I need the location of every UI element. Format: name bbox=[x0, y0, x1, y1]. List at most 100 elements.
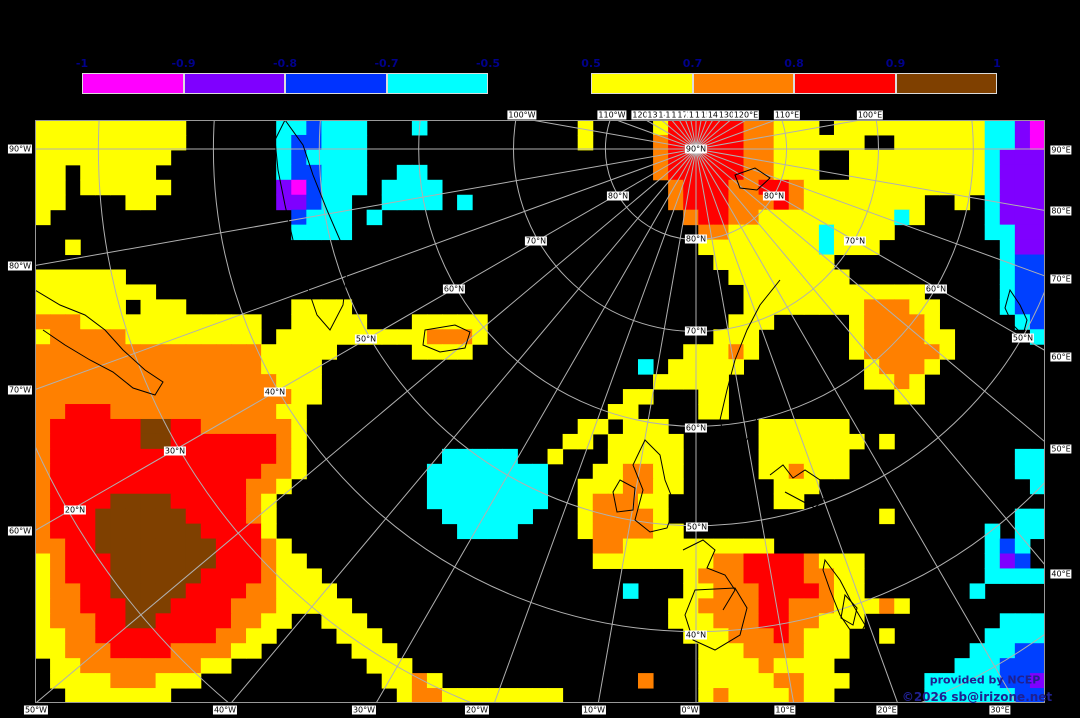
map-data-cell bbox=[321, 314, 337, 330]
map-data-cell bbox=[668, 598, 684, 614]
map-data-cell bbox=[502, 493, 518, 510]
map-data-cell bbox=[502, 478, 518, 495]
map-data-cell bbox=[999, 688, 1016, 703]
meridian-line bbox=[35, 148, 697, 703]
map-data-cell bbox=[65, 120, 81, 136]
map-data-cell bbox=[140, 508, 157, 525]
map-data-cell bbox=[65, 269, 81, 285]
map-data-cell bbox=[1029, 164, 1045, 181]
map-data-cell bbox=[230, 314, 247, 330]
map-data-cell bbox=[849, 120, 865, 136]
map-data-cell bbox=[1014, 239, 1031, 256]
map-data-cell bbox=[246, 374, 262, 390]
map-data-cell bbox=[50, 478, 66, 495]
map-data-cell bbox=[1029, 643, 1045, 659]
map-data-cell bbox=[411, 344, 428, 360]
map-data-cell bbox=[291, 404, 307, 420]
meridian-line bbox=[695, 148, 899, 703]
map-data-cell bbox=[110, 374, 126, 390]
map-data-cell bbox=[306, 389, 322, 405]
map-data-cell bbox=[1014, 164, 1031, 181]
map-data-cell bbox=[321, 134, 337, 151]
map-data-cell bbox=[261, 374, 277, 390]
map-data-cell bbox=[939, 134, 956, 151]
map-data-cell bbox=[336, 149, 353, 166]
map-data-cell bbox=[291, 224, 307, 241]
map-data-cell bbox=[683, 209, 699, 226]
map-data-cell bbox=[698, 553, 714, 569]
map-data-cell bbox=[291, 418, 307, 435]
map-data-cell bbox=[215, 583, 232, 599]
map-data-cell bbox=[321, 344, 337, 360]
map-data-cell bbox=[818, 194, 835, 211]
map-data-cell bbox=[653, 418, 669, 435]
map-canvas bbox=[35, 120, 1045, 703]
map-data-cell bbox=[140, 389, 157, 405]
map-data-cell bbox=[743, 134, 760, 151]
map-data-cell bbox=[276, 404, 292, 420]
map-data-cell bbox=[95, 284, 111, 300]
graticule-label-left: 80°W bbox=[7, 261, 33, 271]
map-data-cell bbox=[969, 643, 986, 659]
data-cells bbox=[35, 120, 1045, 703]
map-data-cell bbox=[1029, 269, 1045, 285]
map-data-cell bbox=[170, 673, 187, 689]
map-data-cell bbox=[698, 404, 714, 420]
meridian-line bbox=[695, 148, 1045, 443]
map-data-cell bbox=[50, 120, 66, 136]
map-data-cell bbox=[833, 134, 850, 151]
map-data-cell bbox=[803, 688, 820, 703]
map-data-cell bbox=[291, 314, 307, 330]
map-data-cell bbox=[698, 568, 714, 584]
map-data-cell bbox=[336, 598, 353, 614]
map-data-cell bbox=[306, 344, 322, 360]
map-data-cell bbox=[743, 284, 760, 300]
map-data-cell bbox=[773, 478, 790, 495]
map-data-cell bbox=[577, 120, 594, 136]
map-data-cell bbox=[35, 463, 51, 480]
map-data-cell bbox=[999, 164, 1016, 181]
map-data-cell bbox=[984, 149, 1001, 166]
map-data-cell bbox=[653, 508, 669, 525]
map-data-cell bbox=[668, 359, 684, 375]
map-data-cell bbox=[276, 329, 292, 345]
map-data-cell bbox=[200, 478, 217, 495]
map-data-cell bbox=[140, 149, 157, 166]
map-data-cell bbox=[140, 448, 157, 465]
map-data-cell bbox=[140, 433, 157, 450]
map-data-cell bbox=[728, 359, 744, 375]
map-data-cell bbox=[185, 463, 202, 480]
map-data-cell bbox=[291, 553, 307, 569]
map-data-cell bbox=[200, 359, 217, 375]
map-data-cell bbox=[215, 314, 232, 330]
map-data-cell bbox=[607, 448, 624, 465]
map-data-cell bbox=[803, 179, 820, 196]
map-data-cell bbox=[65, 478, 81, 495]
map-data-cell bbox=[924, 344, 940, 360]
map-data-cell bbox=[442, 329, 458, 345]
map-data-cell bbox=[773, 179, 790, 196]
map-data-cell bbox=[95, 493, 111, 510]
map-data-cell bbox=[140, 613, 157, 629]
map-data-cell bbox=[170, 598, 187, 614]
map-data-cell bbox=[396, 329, 413, 345]
map-data-cell bbox=[351, 628, 368, 644]
map-data-cell bbox=[125, 314, 142, 330]
map-data-cell bbox=[879, 314, 895, 330]
map-data-cell bbox=[879, 194, 895, 211]
map-data-cell bbox=[426, 179, 443, 196]
map-data-cell bbox=[230, 329, 247, 345]
map-data-cell bbox=[65, 389, 81, 405]
map-data-cell bbox=[758, 284, 775, 300]
colorbar-segment bbox=[285, 73, 387, 94]
map-data-cell bbox=[351, 149, 368, 166]
map-data-cell bbox=[200, 568, 217, 584]
map-data-cell bbox=[291, 149, 307, 166]
map-data-cell bbox=[215, 448, 232, 465]
map-data-cell bbox=[758, 314, 775, 330]
map-data-cell bbox=[155, 359, 172, 375]
map-data-cell bbox=[442, 478, 458, 495]
map-data-cell bbox=[50, 134, 66, 151]
map-data-cell bbox=[65, 688, 81, 703]
map-data-cell bbox=[773, 433, 790, 450]
